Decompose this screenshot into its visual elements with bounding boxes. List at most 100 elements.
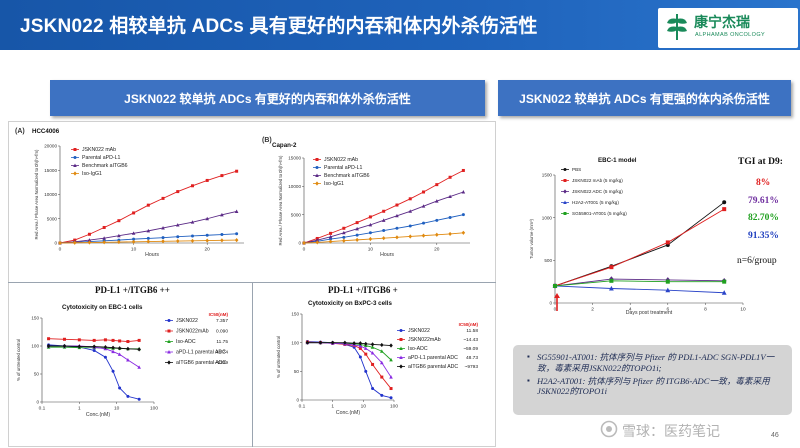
data-point xyxy=(609,278,614,283)
data-point xyxy=(389,343,393,348)
y-axis-label: Tumor volume (mm³) xyxy=(529,218,534,259)
data-point xyxy=(220,238,224,243)
data-point xyxy=(117,219,121,223)
data-point xyxy=(665,287,671,293)
data-point xyxy=(382,229,386,233)
banner-in-vitro: JSKN022 较单抗 ADCs 有更好的内吞和体外杀伤活性 xyxy=(50,80,485,116)
y-tick-label: 10000 xyxy=(44,192,57,197)
legend-label: Parental aPD-L1 xyxy=(82,155,120,161)
data-point xyxy=(167,339,171,343)
data-point xyxy=(220,233,224,237)
data-point xyxy=(190,184,194,188)
data-point xyxy=(117,233,121,238)
y-tick-label: 0 xyxy=(549,301,552,306)
data-point xyxy=(389,357,393,362)
data-point xyxy=(379,342,384,348)
data-point xyxy=(329,231,333,235)
chart-title: Cytotoxicity on EBC-1 cells xyxy=(62,304,143,311)
data-point xyxy=(395,203,399,207)
y-tick-label: 100 xyxy=(291,340,299,345)
data-point xyxy=(87,240,92,245)
data-point xyxy=(422,221,426,225)
x-tick-label: 0.1 xyxy=(299,404,306,410)
legend-label: JSKN022 xyxy=(408,328,430,334)
data-point xyxy=(102,240,106,245)
data-point xyxy=(117,239,121,245)
data-point xyxy=(137,365,141,369)
x-tick-label: 10 xyxy=(131,247,137,253)
data-point xyxy=(609,285,614,291)
data-point xyxy=(176,190,180,194)
snowball-watermark-icon xyxy=(600,420,618,438)
note-item: H2A2-AT001: 抗体序列与 Pfizer 的 ITGB6-ADC一致，毒… xyxy=(527,376,786,398)
data-point xyxy=(395,213,399,218)
data-point xyxy=(92,348,96,352)
data-point xyxy=(167,329,171,333)
data-point xyxy=(315,158,319,161)
y-tick-label: 0 xyxy=(298,241,301,246)
data-point xyxy=(563,212,567,215)
data-point xyxy=(371,387,375,391)
data-point xyxy=(234,209,239,213)
data-point xyxy=(305,340,310,345)
data-point xyxy=(408,197,412,201)
data-point xyxy=(448,216,452,219)
x-tick-label: 10 xyxy=(114,406,120,412)
data-point xyxy=(399,329,403,332)
x-tick-label: 0.1 xyxy=(39,406,46,412)
data-point xyxy=(190,220,195,224)
ic50-header: IC50(nM) xyxy=(459,322,479,327)
chart-title: EBC-1 model xyxy=(598,157,637,164)
data-point xyxy=(363,346,368,350)
data-point xyxy=(370,345,375,349)
y-tick-label: 15000 xyxy=(288,156,301,161)
data-point xyxy=(563,179,567,182)
data-point xyxy=(370,351,375,355)
x-tick-label: 2 xyxy=(591,307,594,313)
x-tick-label: 10 xyxy=(740,307,746,313)
ic50-value: ~9793 xyxy=(465,364,479,370)
y-tick-label: 0 xyxy=(54,241,57,246)
legend-label: JSKN022 mAb xyxy=(324,157,358,163)
data-point xyxy=(72,240,77,245)
data-point xyxy=(370,342,375,347)
series-line xyxy=(307,342,392,346)
data-point xyxy=(399,355,403,359)
data-point xyxy=(132,211,136,215)
legend-label: JSKN022mAb xyxy=(408,337,441,343)
data-point xyxy=(355,221,359,225)
data-point xyxy=(330,340,335,345)
data-point xyxy=(318,340,323,345)
data-point xyxy=(205,178,209,182)
data-point xyxy=(721,290,727,295)
data-point xyxy=(408,209,413,213)
data-point xyxy=(368,231,372,235)
data-point xyxy=(315,173,319,177)
x-tick-label: 8 xyxy=(704,307,707,313)
data-point xyxy=(111,345,115,350)
data-point xyxy=(553,283,557,288)
x-tick-label: 0 xyxy=(554,307,557,313)
data-point xyxy=(448,194,452,199)
logo-name-cn: 康宁杰瑞 xyxy=(694,14,750,30)
x-tick-label: 100 xyxy=(150,406,158,412)
series-line xyxy=(307,341,392,389)
y-axis-label: % of untreated control xyxy=(276,336,281,378)
notes-box: SG55901-AT001: 抗体序列与 Pfizer 的 PDL1-ADC S… xyxy=(513,345,792,415)
data-point xyxy=(102,236,106,240)
data-point xyxy=(137,347,141,352)
data-point xyxy=(399,346,403,350)
data-point xyxy=(609,265,614,270)
data-point xyxy=(315,240,320,245)
data-point xyxy=(381,236,386,241)
data-point xyxy=(315,181,319,186)
ic50-value: 0.090 xyxy=(216,329,228,335)
data-point xyxy=(563,200,567,204)
company-logo: 康宁杰瑞 ALPHAMAB ONCOLOGY xyxy=(658,8,798,48)
data-point xyxy=(146,228,151,233)
data-point xyxy=(408,234,413,239)
data-point xyxy=(92,344,96,349)
data-point xyxy=(175,238,180,244)
tgi-title: TGI at D9: xyxy=(738,157,783,167)
